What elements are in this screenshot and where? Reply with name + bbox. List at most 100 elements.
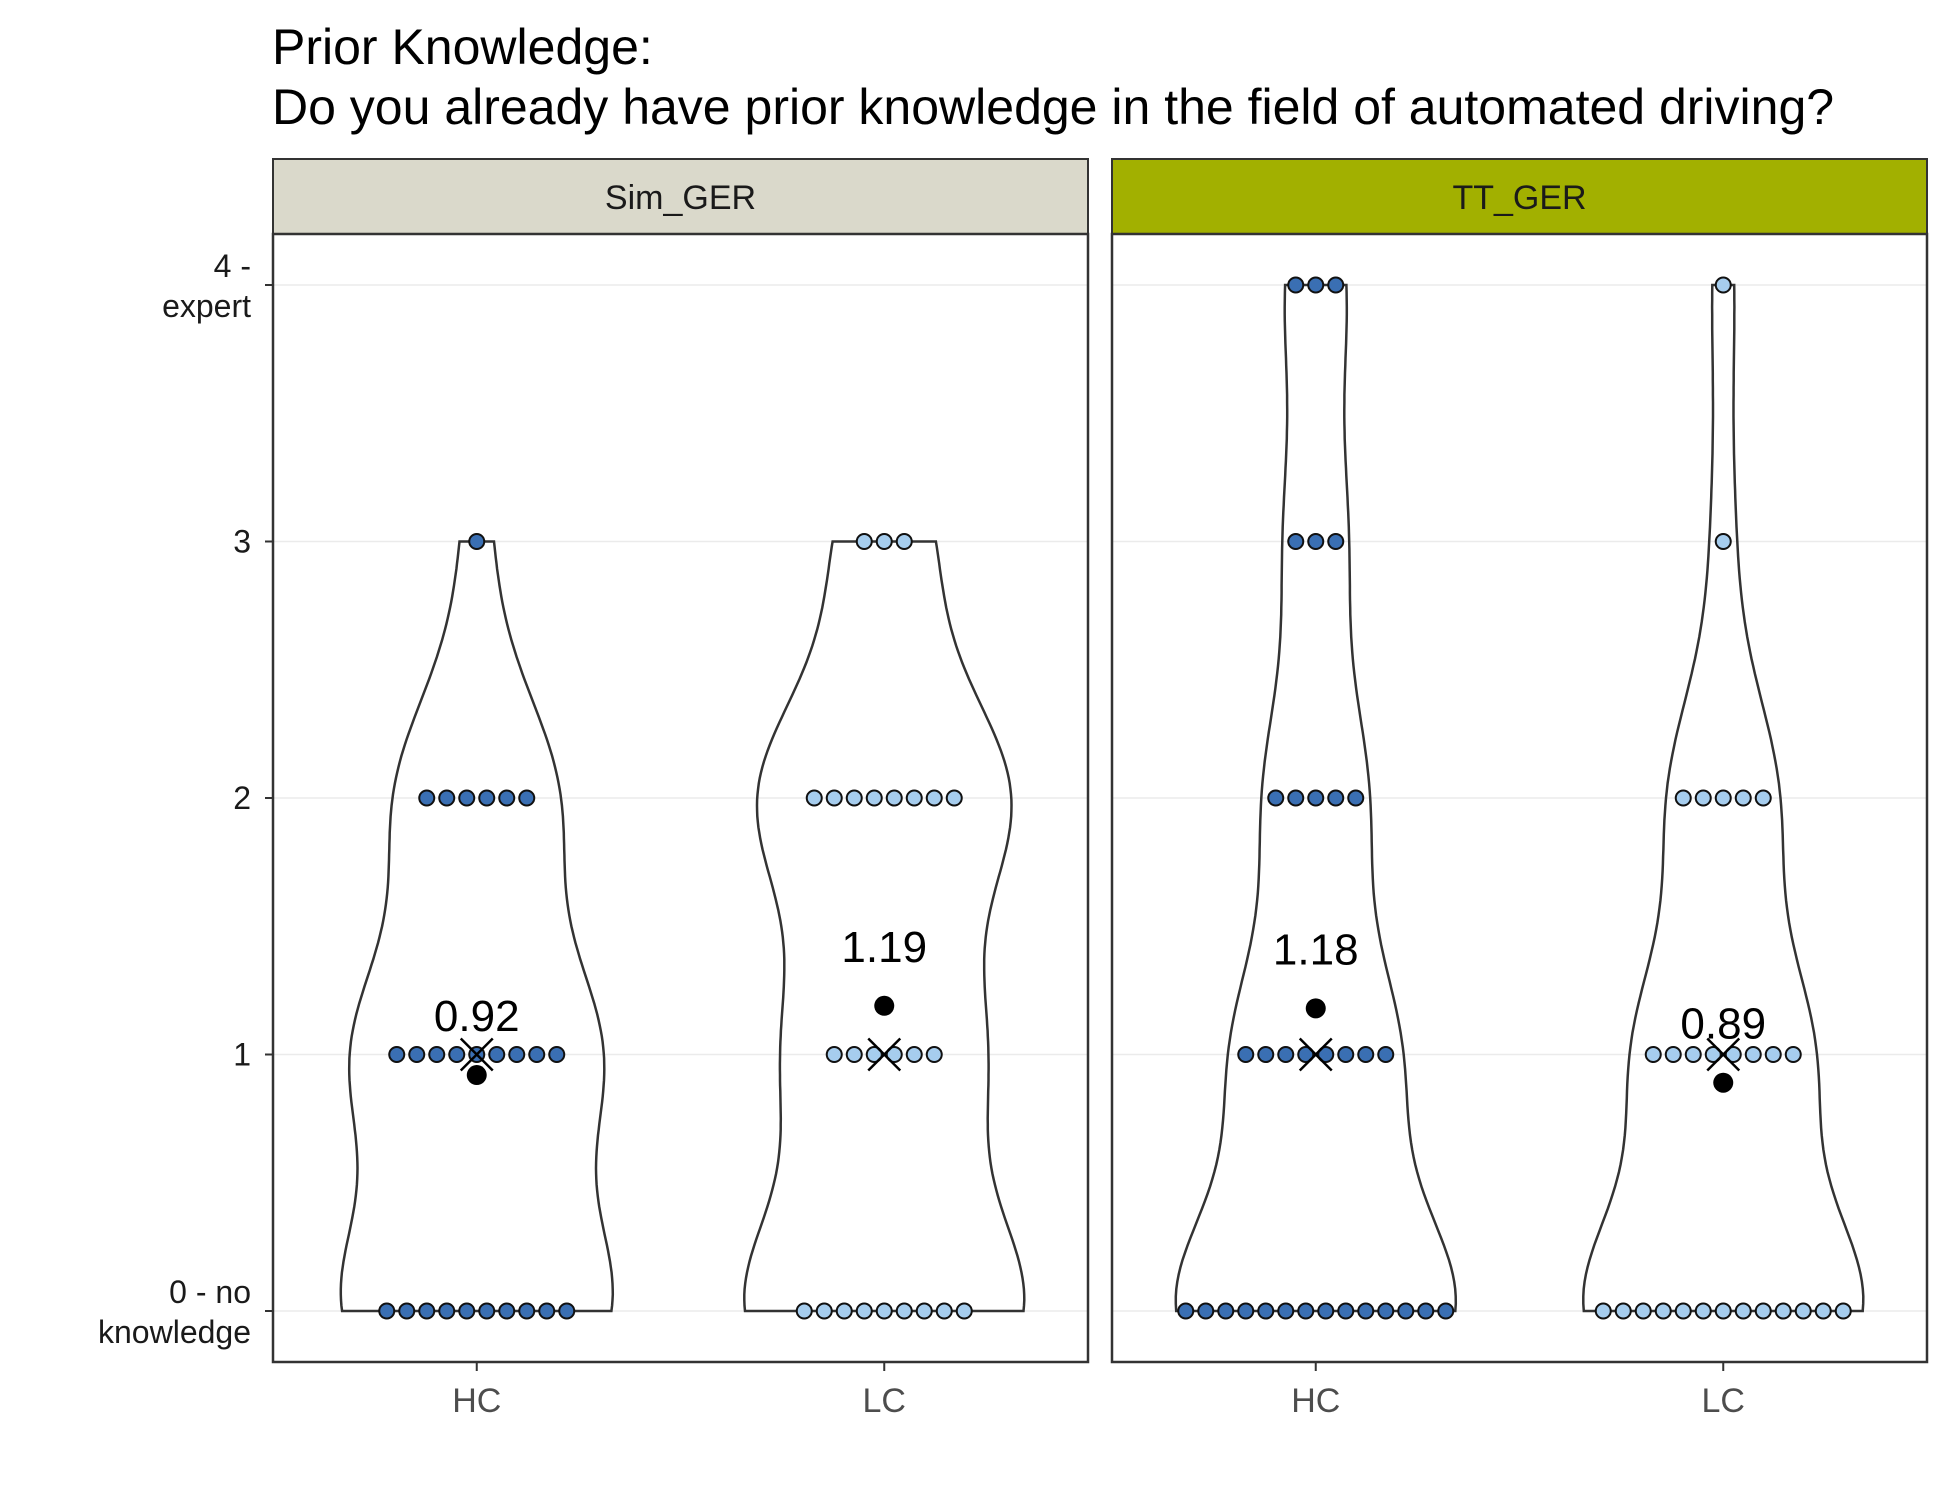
data-point (478, 789, 496, 807)
data-point (538, 1302, 556, 1320)
data-point (1277, 1302, 1295, 1320)
data-point (1704, 1046, 1722, 1063)
data-point (855, 1302, 873, 1320)
data-point (1357, 1046, 1375, 1063)
data-point (438, 789, 456, 807)
data-point (1664, 1046, 1682, 1063)
data-point (1307, 789, 1325, 807)
data-point (945, 789, 963, 807)
data-point (895, 533, 913, 550)
data-point (1694, 789, 1712, 807)
data-point (1287, 276, 1305, 294)
data-point (458, 1302, 476, 1320)
data-point (935, 1302, 953, 1320)
facet-strip-tt-ger (1111, 158, 1928, 235)
facet-strip-label: Sim_GER (605, 179, 756, 217)
data-point (1674, 1302, 1692, 1320)
facet-strip-sim-ger (272, 158, 1089, 235)
data-point (398, 1302, 416, 1320)
y-axis-tick-label: 1 (233, 1037, 251, 1073)
data-point (855, 533, 873, 550)
data-point (1287, 533, 1305, 550)
y-axis-tick-label: 2 (233, 780, 251, 816)
x-axis-tick-label: HC (452, 1382, 501, 1420)
data-point (1327, 533, 1345, 550)
data-point (1614, 1302, 1632, 1320)
data-point (955, 1302, 973, 1320)
data-point (1237, 1046, 1255, 1063)
data-point (1734, 789, 1752, 807)
y-axis-tick-label: 4 -expert (162, 248, 251, 324)
data-point (875, 1302, 893, 1320)
data-point (905, 789, 923, 807)
data-point (1784, 1046, 1802, 1063)
data-point (1714, 1302, 1732, 1320)
data-point (1357, 1302, 1375, 1320)
data-point (518, 1302, 536, 1320)
data-point (418, 789, 436, 807)
x-axis-tick-label: LC (1702, 1382, 1745, 1420)
violin-outline-tt-ger-lc (1582, 283, 1865, 1313)
data-point (865, 1046, 883, 1063)
data-point (1347, 789, 1365, 807)
data-point (1237, 1302, 1255, 1320)
data-point (1734, 1302, 1752, 1320)
data-point (1327, 276, 1345, 294)
data-point (1327, 789, 1345, 807)
data-point (1684, 1046, 1702, 1063)
data-point (1317, 1046, 1335, 1063)
data-point (1177, 1302, 1195, 1320)
data-point (1217, 1302, 1235, 1320)
mean-point (1305, 998, 1326, 1019)
data-point (1634, 1302, 1652, 1320)
data-point (1814, 1302, 1832, 1320)
data-point (1794, 1302, 1812, 1320)
data-point (488, 1046, 506, 1063)
data-point (825, 789, 843, 807)
chart-title-line-1: Prior Knowledge: (272, 19, 653, 75)
mean-point (466, 1065, 487, 1086)
data-point (1377, 1302, 1395, 1320)
data-point (408, 1046, 426, 1063)
data-point (1317, 1302, 1335, 1320)
data-point (1307, 533, 1325, 550)
data-point (448, 1046, 466, 1063)
data-point (845, 1046, 863, 1063)
data-point (548, 1046, 566, 1063)
violin-outline-tt-ger-hc (1174, 283, 1458, 1313)
panel-border (271, 232, 1090, 1364)
data-point (835, 1302, 853, 1320)
data-point (845, 789, 863, 807)
median-marker (1706, 1037, 1741, 1072)
mean-label: 1.18 (1273, 925, 1359, 974)
data-point (1774, 1302, 1792, 1320)
data-point (1644, 1046, 1662, 1063)
data-point (1694, 1302, 1712, 1320)
data-point (558, 1302, 576, 1320)
data-point (1337, 1302, 1355, 1320)
data-point (428, 1046, 446, 1063)
mean-point (874, 995, 895, 1016)
data-point (458, 789, 476, 807)
median-marker (459, 1037, 494, 1072)
data-point (1197, 1302, 1215, 1320)
data-point (498, 1302, 516, 1320)
data-point (1267, 789, 1285, 807)
data-point (1754, 789, 1772, 807)
data-point (1714, 276, 1732, 294)
data-point (518, 789, 536, 807)
data-point (1397, 1302, 1415, 1320)
data-point (905, 1046, 923, 1063)
data-point (438, 1302, 456, 1320)
x-axis-tick-label: HC (1291, 1382, 1340, 1420)
median-marker (1298, 1037, 1333, 1072)
x-axis-tick-label: LC (863, 1382, 906, 1420)
data-point (925, 789, 943, 807)
data-point (895, 1302, 913, 1320)
data-point (1297, 1046, 1315, 1063)
data-point (865, 789, 883, 807)
data-point (508, 1046, 526, 1063)
violin-outline-sim-ger-hc (339, 540, 615, 1313)
chart-title-line-2: Do you already have prior knowledge in t… (272, 79, 1835, 135)
